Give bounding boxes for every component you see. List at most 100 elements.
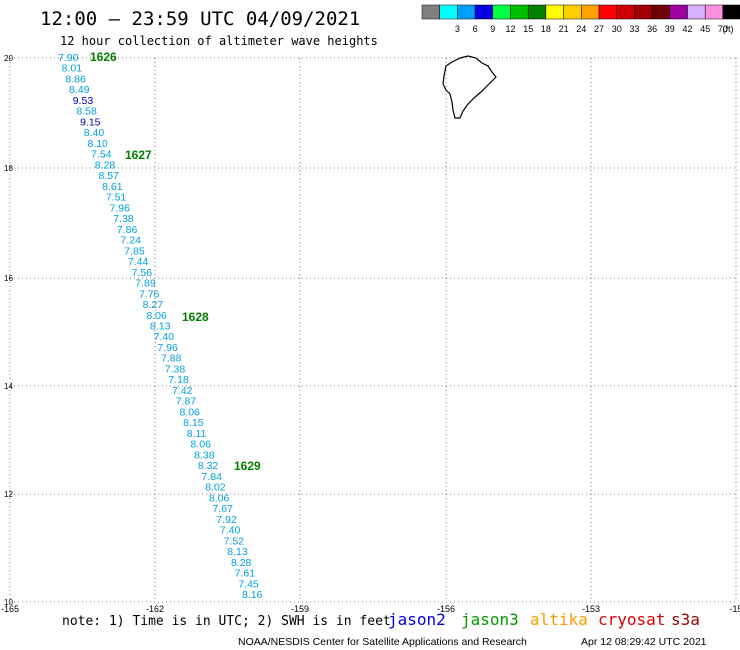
wave-height-reading: 8.57 — [98, 170, 119, 182]
wave-height-reading: 8.27 — [143, 299, 164, 311]
legend-label: 70 — [718, 24, 728, 34]
satellite-name: cryosat — [598, 610, 665, 629]
legend-swatch — [563, 4, 582, 20]
wave-height-reading: 7.88 — [161, 353, 182, 365]
wave-height-reading: 7.89 — [135, 278, 156, 290]
wave-height-reading: 8.28 — [95, 159, 116, 171]
lon-tick-label: -165 — [1, 604, 19, 614]
wave-height-reading: 7.56 — [132, 267, 153, 279]
wave-height-reading: 7.84 — [202, 471, 223, 483]
legend-label: 39 — [665, 24, 675, 34]
wave-height-reading: 8.38 — [194, 449, 215, 461]
wave-height-reading: 8.01 — [62, 63, 83, 75]
footer-credit: NOAA/NESDIS Center for Satellite Applica… — [238, 636, 527, 648]
legend-label: 36 — [647, 24, 657, 34]
wave-height-reading: 7.96 — [110, 202, 131, 214]
wave-height-reading: 7.18 — [168, 374, 189, 386]
lat-tick-label: 20 — [4, 54, 13, 63]
legend-swatch — [598, 4, 617, 20]
wave-height-reading: 7.51 — [106, 192, 127, 204]
wave-height-reading: 7.61 — [235, 568, 256, 580]
satellite-name: jason3 — [461, 610, 519, 629]
legend-swatch — [510, 4, 529, 20]
wave-height-reading: 7.67 — [213, 503, 234, 515]
lat-lon-grid: -165 -162 -159 -156 -153 -15 20 18 16 14 12 10 — [1, 54, 740, 614]
pass-time-label: 1629 — [234, 459, 261, 473]
lat-tick-label: 18 — [4, 164, 13, 173]
lon-tick-label: -156 — [437, 604, 455, 614]
legend-swatch — [704, 4, 724, 20]
pass-time-label: 1626 — [90, 50, 117, 64]
legend-swatch — [669, 4, 688, 20]
wave-height-reading: 7.87 — [176, 396, 197, 408]
legend-swatch — [722, 4, 740, 20]
wave-height-track: 7.908.018.868.499.538.589.158.408.107.54… — [58, 50, 263, 601]
footer-timestamp: Apr 12 08:29:42 UTC 2021 — [581, 636, 707, 648]
satellite-name: altika — [530, 610, 588, 629]
wave-height-reading: 7.92 — [216, 514, 237, 526]
page-subtitle: 12 hour collection of altimeter wave hei… — [60, 34, 378, 48]
legend-swatch — [651, 4, 671, 20]
legend-label: 27 — [594, 24, 604, 34]
legend-swatch — [439, 4, 458, 20]
legend-label: 9 — [490, 24, 495, 34]
legend-swatch — [492, 4, 511, 20]
color-legend: 3 6 9 12 15 18 21 24 27 30 33 36 39 42 45 70(ft) — [421, 4, 740, 34]
legend-label: 42 — [682, 24, 692, 34]
wave-height-reading: 7.38 — [113, 213, 134, 225]
wave-height-reading: 7.42 — [172, 385, 193, 397]
wave-height-reading: 7.45 — [238, 578, 259, 590]
wave-height-reading: 8.86 — [65, 73, 86, 85]
legend-swatch — [545, 4, 564, 20]
wave-height-reading: 8.06 — [190, 439, 211, 451]
lat-tick-label: 16 — [4, 274, 13, 283]
wave-height-reading: 7.96 — [157, 342, 178, 354]
legend-label: 24 — [576, 24, 586, 34]
wave-height-reading: 8.49 — [69, 84, 90, 96]
legend-swatch — [421, 4, 440, 20]
legend-swatch — [527, 4, 547, 20]
legend-swatch — [474, 4, 494, 20]
lat-tick-label: 12 — [4, 490, 13, 499]
wave-height-reading: 8.15 — [183, 417, 204, 429]
wave-height-reading: 8.06 — [179, 406, 200, 418]
legend-label: 33 — [629, 24, 639, 34]
wave-height-reading: 8.06 — [146, 310, 167, 322]
lat-tick-label: 14 — [4, 382, 13, 391]
page-title: 12:00 – 23:59 UTC 04/09/2021 — [40, 8, 360, 30]
legend-label: 30 — [612, 24, 622, 34]
wave-height-reading: 8.16 — [242, 589, 263, 601]
footer-note: note: 1) Time is in UTC; 2) SWH is in fe… — [62, 614, 391, 629]
legend-label: 6 — [473, 24, 478, 34]
legend-swatch — [581, 4, 600, 20]
legend-label: 12 — [505, 24, 515, 34]
wave-height-reading: 7.24 — [121, 235, 142, 247]
legend-label: 21 — [559, 24, 569, 34]
wave-height-reading: 7.54 — [91, 149, 112, 161]
legend-swatch — [687, 4, 706, 20]
legend-unit: (ft) — [723, 24, 734, 34]
satellite-name: s3a — [671, 610, 700, 629]
legend-label: 45 — [700, 24, 710, 34]
wave-height-reading: 8.13 — [227, 546, 248, 558]
wave-height-reading: 9.15 — [80, 116, 101, 128]
legend-label: 15 — [523, 24, 533, 34]
lon-tick-label: -162 — [146, 604, 164, 614]
wave-height-reading: 7.44 — [128, 256, 149, 268]
wave-height-reading: 7.85 — [124, 245, 145, 257]
wave-height-reading: 8.61 — [102, 181, 123, 193]
pass-time-label: 1627 — [125, 148, 152, 162]
wave-height-reading: 7.40 — [220, 525, 241, 537]
wave-height-reading: 9.53 — [73, 95, 94, 107]
wave-height-reading: 8.02 — [205, 482, 226, 494]
wave-height-reading: 8.06 — [209, 492, 230, 504]
lon-tick-label: -159 — [291, 604, 309, 614]
wave-height-reading: 8.13 — [150, 321, 171, 333]
lon-tick-label: -15 — [729, 604, 740, 614]
pass-time-label: 1628 — [182, 310, 209, 324]
wave-height-reading: 8.28 — [231, 557, 252, 569]
wave-height-reading: 7.40 — [154, 331, 175, 343]
wave-height-reading: 7.76 — [139, 288, 160, 300]
wave-height-reading: 7.86 — [117, 224, 138, 236]
